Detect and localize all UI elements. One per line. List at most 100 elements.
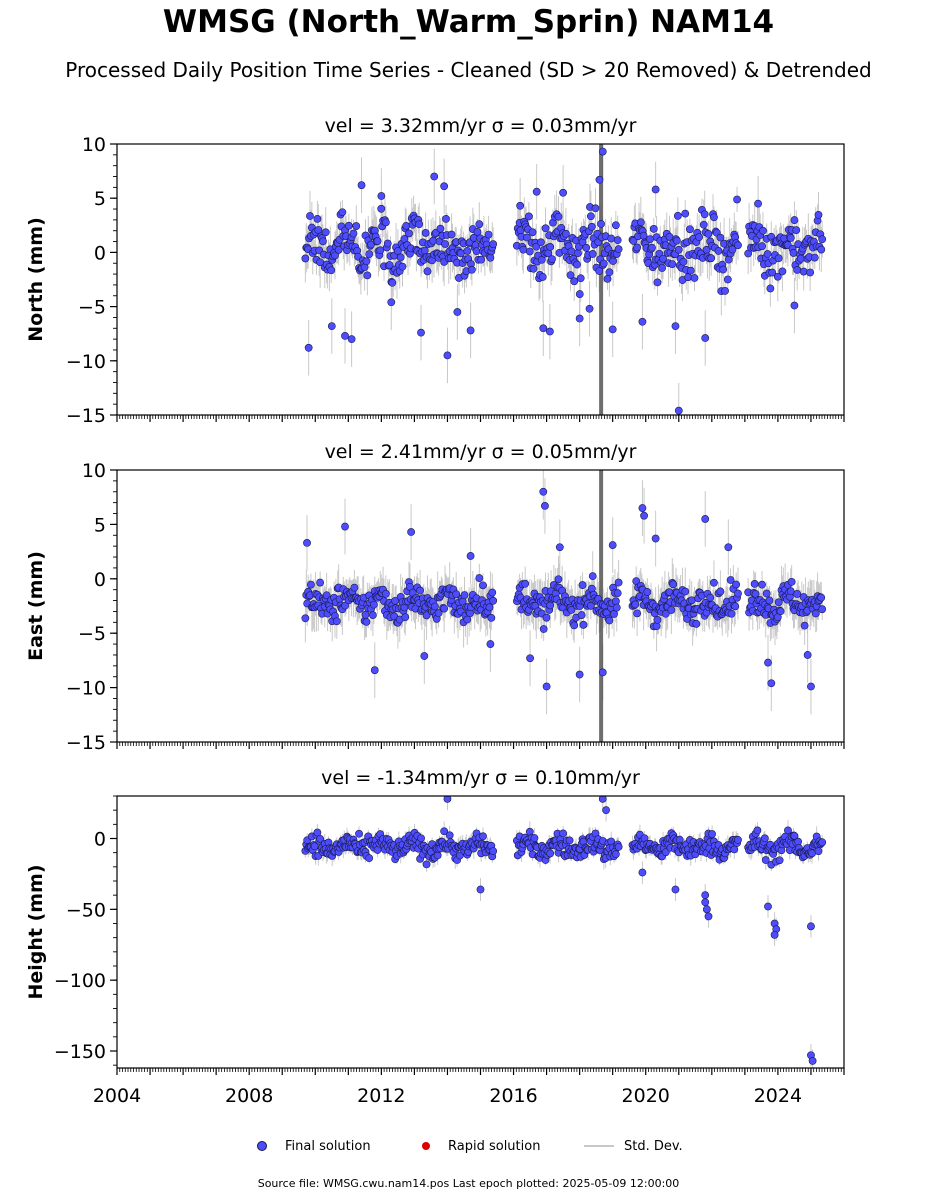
final-solution-point [332, 617, 341, 626]
y-tick-label: 5 [94, 514, 106, 536]
final-solution-point [719, 265, 728, 274]
final-solution-point [546, 601, 555, 610]
legend-item-final: Final solution [257, 1137, 371, 1157]
final-solution-point [310, 842, 319, 851]
final-solution-point [659, 254, 667, 263]
final-solution-point [542, 613, 551, 622]
final-solution-point [485, 603, 494, 612]
final-solution-point [466, 326, 475, 335]
final-solution-point [519, 245, 528, 254]
final-solution-point [669, 580, 678, 589]
final-solution-point [586, 601, 595, 610]
final-solution-point [775, 856, 784, 865]
final-solution-point [487, 613, 496, 622]
final-solution-point [687, 596, 696, 605]
x-tick-label: 2012 [357, 1085, 405, 1107]
x-tick-label: 2004 [93, 1085, 141, 1107]
final-solution-point [365, 250, 374, 259]
final-solution-point [401, 613, 410, 622]
final-solution-point [726, 576, 735, 584]
final-solution-point [301, 614, 310, 623]
final-solution-point [316, 578, 325, 587]
final-solution-point [377, 204, 386, 213]
final-solution-point [436, 224, 445, 233]
final-solution-point [784, 826, 792, 835]
final-solution-point [567, 247, 576, 256]
final-solution-point [714, 247, 723, 255]
final-solution-point [370, 666, 379, 675]
final-solution-point [442, 214, 450, 223]
final-solution-point [344, 221, 353, 230]
final-solution-point [613, 589, 622, 598]
final-solution-point [545, 327, 554, 336]
y-tick-label: 0 [94, 242, 106, 264]
final-solution-point [707, 254, 716, 263]
final-solution-point [443, 351, 452, 360]
final-solution-point [373, 237, 382, 245]
final-solution-point [546, 849, 555, 858]
final-solution-point [787, 577, 796, 586]
final-solution-point [598, 147, 607, 156]
final-solution-point [773, 272, 782, 281]
final-solution-point [575, 670, 584, 679]
panel-east: vel = 2.41mm/yr σ = 0.05mm/yr East (mm) 10… [25, 441, 845, 754]
final-solution-point [334, 245, 343, 254]
final-solution-point [476, 885, 485, 894]
final-solution-point [555, 543, 564, 552]
final-solution-point [585, 304, 594, 313]
panel-east-ylabel: East (mm) [25, 551, 47, 661]
final-solution-point [598, 796, 607, 803]
final-solution-point [610, 610, 618, 618]
final-solution-point [387, 298, 396, 307]
legend-std-label: Std. Dev. [624, 1139, 683, 1154]
final-solution-point [653, 615, 662, 624]
final-solution-point [631, 600, 640, 609]
final-solution-point [608, 325, 617, 334]
final-solution-point [710, 578, 718, 587]
figure-title: WMSG (North_Warm_Sprin) NAM14 [162, 4, 775, 40]
final-solution-point [576, 274, 585, 283]
final-solution-point [433, 851, 442, 860]
final-solution-point [479, 581, 487, 590]
final-solution-point [768, 268, 777, 277]
final-solution-point [539, 324, 548, 333]
final-solution-point [327, 266, 336, 275]
final-solution-point [341, 331, 349, 340]
final-solution-point [440, 604, 449, 613]
final-solution-point [573, 260, 581, 269]
final-solution-point [525, 247, 534, 256]
final-solution-point [405, 229, 413, 238]
y-tick-label: 5 [94, 188, 106, 210]
final-solution-point [702, 905, 711, 914]
y-tick-label: 10 [82, 460, 106, 482]
final-solution-point [385, 261, 394, 269]
final-solution-point [658, 264, 667, 272]
final-solution-point [475, 220, 484, 229]
final-solution-point [388, 278, 397, 287]
final-solution-point [554, 212, 563, 221]
final-solution-point [762, 589, 771, 598]
final-solution-point [638, 504, 647, 512]
final-solution-point [524, 212, 533, 221]
std-dev-spike [599, 144, 604, 415]
final-solution-point [421, 229, 430, 237]
final-solution-point [570, 277, 579, 286]
final-solution-point [817, 245, 826, 254]
final-solution-point [369, 600, 378, 609]
final-solution-point [453, 308, 462, 316]
final-solution-point [516, 201, 525, 210]
final-solution-point [355, 829, 363, 838]
final-solution-point [484, 230, 493, 239]
final-solution-point [754, 199, 762, 208]
final-solution-point [640, 511, 648, 520]
final-solution-point [766, 284, 775, 293]
final-solution-point [548, 255, 556, 264]
final-solution-point [614, 245, 623, 254]
final-solution-point [643, 588, 652, 596]
final-solution-point [588, 572, 597, 581]
final-solution-point [349, 229, 358, 238]
final-solution-point [542, 682, 551, 691]
final-solution-point [306, 212, 314, 220]
legend-std-line [584, 1144, 614, 1147]
final-solution-point [579, 620, 588, 629]
